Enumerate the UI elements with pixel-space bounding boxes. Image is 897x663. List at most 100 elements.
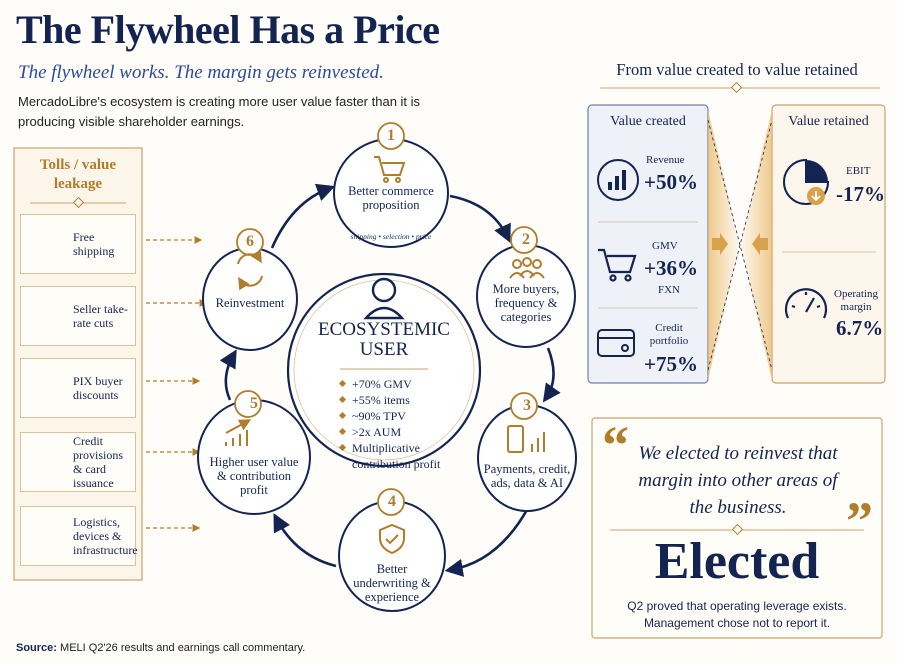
center-bullet: Multiplicative contribution profit (338, 440, 448, 472)
decoration (522, 257, 532, 267)
decoration (371, 277, 397, 303)
decoration (609, 274, 617, 282)
decoration (771, 104, 886, 384)
step-number: 5 (250, 395, 258, 412)
decoration (477, 404, 577, 512)
center-bullets: +70% GMV +55% items ~90% TPV >2x AUM Multipl… (338, 376, 448, 472)
step-number: 3 (523, 397, 531, 414)
center-bullet: ~90% TPV (338, 408, 448, 424)
toll-item: Free shipping (20, 214, 136, 274)
toll-item: Logistics, devices & infrastructure (20, 506, 138, 566)
center-bullet: +70% GMV (338, 376, 448, 392)
step-label: More buyers, frequency & categories (492, 282, 560, 324)
decoration (730, 81, 743, 94)
decoration (510, 392, 538, 420)
subtitle: The flywheel works. The margin gets rein… (18, 62, 384, 83)
decoration (811, 191, 821, 202)
step-label: Reinvestment (215, 296, 285, 310)
metric-label: EBIT (846, 165, 871, 177)
metric-label: Credit portfolio (649, 322, 689, 347)
step-number: 1 (387, 127, 395, 144)
decoration (707, 119, 773, 371)
decoration (238, 275, 263, 291)
decoration (598, 248, 637, 274)
decoration (385, 534, 399, 545)
decoration (197, 138, 577, 612)
decoration (219, 349, 237, 401)
quote-text: We elected to reinvest that margin into … (638, 443, 838, 518)
metric-value: 6.7% (836, 316, 884, 340)
step-number: 6 (246, 233, 254, 250)
decoration (598, 248, 637, 282)
created-title: Value created (610, 114, 686, 129)
decoration (225, 156, 545, 555)
toll-label: PIX buyer discounts (73, 374, 123, 402)
decoration (598, 221, 876, 309)
decoration (597, 329, 635, 357)
decoration (805, 297, 815, 313)
decoration (379, 523, 405, 555)
decoration (219, 183, 561, 577)
metric-label: Operating margin (834, 288, 878, 313)
step-label: Higher user value & contribution profit (209, 455, 299, 497)
decoration (597, 159, 639, 201)
metric-value: -17% (836, 182, 885, 206)
decoration (225, 430, 248, 446)
decoration (234, 122, 538, 516)
title: The Flywheel Has a Price (16, 7, 440, 52)
decoration (752, 233, 768, 255)
decoration (507, 425, 524, 453)
metric-value: +75% (644, 352, 698, 376)
quote-caption: Q2 proved that operating leverage exists… (627, 599, 847, 630)
decoration (363, 277, 405, 320)
metric-value: +36% (644, 256, 698, 280)
decoration (270, 183, 336, 249)
toll-item: Seller take-rate cuts (20, 286, 136, 346)
decoration (712, 233, 768, 255)
toll-item: PIX buyer discounts (20, 358, 136, 418)
source-text: MELI Q2'26 results and earnings call com… (60, 642, 306, 654)
decoration (449, 194, 511, 243)
quote-highlight: Elected (654, 533, 820, 590)
metric-label: GMV (652, 240, 678, 252)
quote-close: ” (846, 491, 873, 551)
step-note: shipping • selection • price (350, 232, 432, 241)
decoration (395, 177, 401, 183)
step-label: Better commerce proposition (348, 184, 434, 212)
step-number: 4 (388, 493, 396, 510)
description: MercadoLibre's ecosystem is creating mor… (18, 94, 421, 129)
decoration (621, 344, 629, 352)
decoration (615, 176, 619, 190)
decoration (444, 507, 530, 577)
decoration (597, 329, 635, 357)
decoration (510, 226, 538, 254)
step-label: Payments, credit, ads, data & AI (483, 462, 571, 490)
decoration (731, 523, 744, 536)
center-title: ECOSYSTEMIC USER (318, 319, 450, 360)
decoration (542, 347, 561, 403)
step-number: 2 (522, 231, 530, 248)
decoration (532, 259, 542, 269)
center-bullet: +55% items (338, 392, 448, 408)
decoration (225, 419, 252, 434)
decoration (806, 160, 828, 182)
decoration (712, 233, 728, 255)
toll-label: Free shipping (73, 230, 115, 258)
retained-title: Value retained (788, 114, 869, 129)
decoration (791, 292, 821, 309)
decoration (783, 158, 830, 205)
decoration (622, 170, 626, 190)
metric-value: +50% (644, 170, 698, 194)
decoration (234, 390, 262, 418)
decoration (273, 513, 337, 568)
comparison-title: From value created to value retained (616, 60, 858, 79)
toll-label: Credit provisions & card issuance (73, 434, 124, 490)
metric-label: Revenue (646, 154, 685, 166)
decoration (72, 196, 85, 209)
toll-label: Logistics, devices & infrastructure (73, 515, 138, 557)
decoration (597, 159, 639, 201)
decoration (377, 122, 405, 150)
metric-note: FXN (658, 284, 681, 296)
decoration (784, 288, 828, 319)
